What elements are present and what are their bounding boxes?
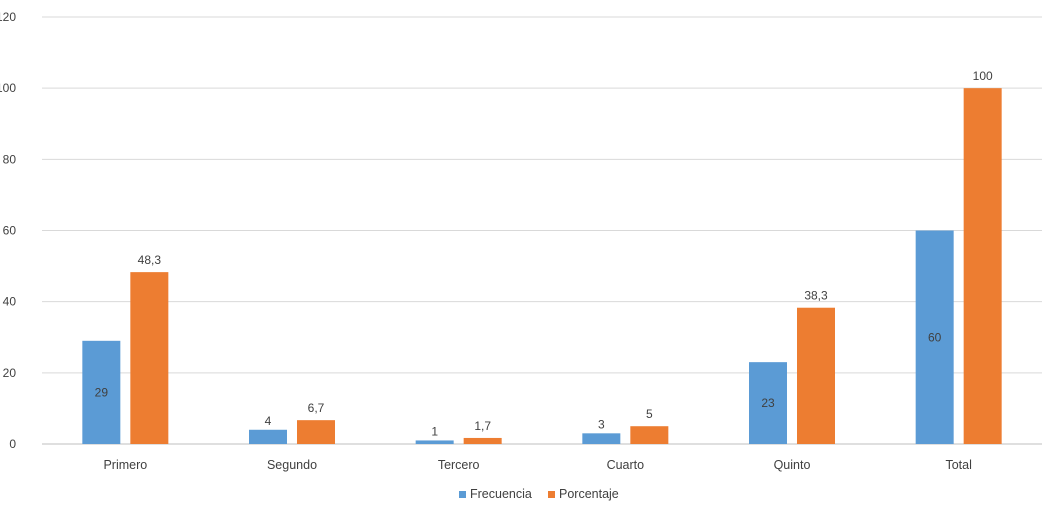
- data-label: 29: [95, 385, 109, 399]
- x-category-label: Primero: [103, 458, 147, 472]
- y-tick-label: 100: [0, 81, 16, 95]
- data-label: 48,3: [138, 253, 162, 267]
- y-tick-label: 20: [3, 366, 17, 380]
- data-label: 6,7: [308, 401, 325, 415]
- bar-frecuencia: [249, 429, 287, 444]
- data-label: 38,3: [804, 289, 828, 303]
- bar-porcentaje: [463, 437, 502, 444]
- legend-swatch-frecuencia: [459, 491, 466, 498]
- gridlines: [42, 16, 1042, 445]
- legend-swatch-porcentaje: [548, 491, 555, 498]
- legend: Frecuencia Porcentaje: [459, 487, 619, 501]
- bar-porcentaje: [963, 88, 1002, 445]
- y-tick-label: 80: [3, 152, 17, 166]
- y-axis-ticks: 0 20 40 60 80 100 120: [0, 10, 16, 451]
- x-category-label: Quinto: [774, 458, 811, 472]
- bar-porcentaje: [130, 272, 169, 444]
- data-label: 3: [598, 417, 605, 431]
- bar-frecuencia: [749, 362, 787, 444]
- bar-frecuencia: [82, 340, 121, 444]
- bar-frecuencia: [415, 440, 454, 444]
- bars: [82, 88, 1002, 445]
- x-category-label: Segundo: [267, 458, 317, 472]
- x-category-label: Cuarto: [607, 458, 645, 472]
- x-axis-categories: Primero Segundo Tercero Cuarto Quinto Total: [103, 458, 971, 472]
- y-tick-label: 60: [3, 224, 17, 238]
- y-tick-label: 40: [3, 295, 17, 309]
- data-label: 60: [928, 330, 942, 344]
- y-tick-label: 0: [9, 437, 16, 451]
- bar-frecuencia: [582, 433, 621, 444]
- data-labels: 29 48,3 4 6,7 1 1,7 3 5 23 38,3 60 100: [95, 69, 993, 438]
- x-category-label: Total: [945, 458, 971, 472]
- bar-frecuencia: [915, 230, 954, 444]
- data-label: 1: [431, 424, 438, 438]
- bar-porcentaje: [297, 420, 335, 444]
- data-label: 100: [973, 69, 993, 83]
- legend-label: Porcentaje: [559, 487, 619, 501]
- data-label: 1,7: [474, 419, 491, 433]
- bar-porcentaje: [630, 426, 669, 444]
- data-label: 5: [646, 407, 653, 421]
- y-tick-label: 120: [0, 10, 16, 24]
- legend-label: Frecuencia: [470, 487, 532, 501]
- data-label: 4: [265, 414, 272, 428]
- x-category-label: Tercero: [438, 458, 480, 472]
- bar-porcentaje: [797, 307, 835, 444]
- data-label: 23: [761, 396, 775, 410]
